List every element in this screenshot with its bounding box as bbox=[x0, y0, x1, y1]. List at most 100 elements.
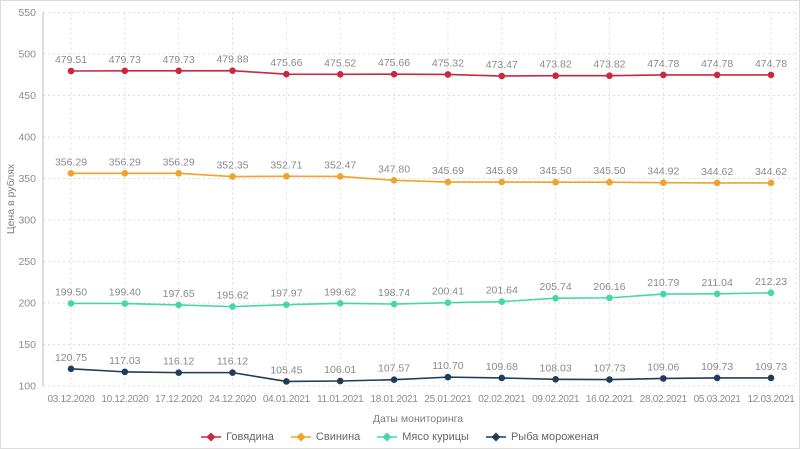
x-tick-label: 16.02.2021 bbox=[586, 394, 634, 405]
y-tick-label: 400 bbox=[18, 132, 36, 144]
legend-marker-chicken bbox=[377, 432, 398, 442]
data-point-pork bbox=[67, 169, 75, 177]
value-label-chicken: 199.50 bbox=[55, 286, 87, 298]
data-point-frozen-fish bbox=[390, 376, 398, 384]
value-label-beef: 474.78 bbox=[647, 58, 679, 70]
value-label-chicken: 200.41 bbox=[432, 286, 464, 298]
data-point-beef bbox=[336, 71, 344, 78]
value-label-frozen-fish: 109.73 bbox=[755, 361, 787, 373]
y-tick-label: 100 bbox=[18, 381, 36, 393]
data-point-pork bbox=[229, 173, 236, 180]
data-point-frozen-fish bbox=[713, 374, 721, 382]
value-label-frozen-fish: 106.01 bbox=[324, 364, 356, 376]
value-label-pork: 344.92 bbox=[647, 166, 679, 178]
y-tick-label: 200 bbox=[18, 298, 36, 310]
value-label-pork: 344.62 bbox=[755, 166, 787, 178]
value-label-frozen-fish: 117.03 bbox=[109, 355, 140, 367]
value-label-beef: 473.82 bbox=[593, 59, 625, 71]
y-tick-label: 300 bbox=[18, 215, 36, 227]
legend-item-frozen-fish[interactable]: Рыба мороженая bbox=[485, 431, 599, 443]
data-point-pork bbox=[390, 177, 398, 184]
data-point-pork bbox=[283, 172, 290, 180]
value-label-frozen-fish: 109.06 bbox=[647, 361, 679, 373]
data-point-beef bbox=[175, 67, 182, 75]
data-point-beef bbox=[229, 67, 236, 74]
legend-marker-frozen-fish bbox=[485, 432, 506, 442]
data-point-pork bbox=[444, 178, 452, 186]
data-point-beef bbox=[498, 72, 506, 80]
value-label-chicken: 205.74 bbox=[540, 281, 572, 293]
series-line-chicken bbox=[70, 292, 772, 308]
value-label-pork: 352.71 bbox=[270, 159, 302, 171]
x-tick-label: 09.02.2021 bbox=[532, 394, 580, 405]
data-point-chicken bbox=[283, 301, 290, 308]
value-label-frozen-fish: 108.03 bbox=[540, 362, 572, 374]
data-point-chicken bbox=[606, 294, 613, 302]
x-tick-label: 02.02.2021 bbox=[478, 394, 526, 405]
data-point-frozen-fish bbox=[606, 376, 613, 383]
x-axis-title: Даты мониторинга bbox=[372, 413, 464, 425]
value-label-frozen-fish: 116.12 bbox=[163, 356, 194, 368]
legend-item-pork[interactable]: Свинина bbox=[290, 431, 361, 443]
data-point-frozen-fish bbox=[444, 373, 452, 381]
value-label-chicken: 201.64 bbox=[486, 285, 518, 297]
legend-item-beef[interactable]: Говядина bbox=[201, 431, 274, 443]
data-point-beef bbox=[283, 70, 290, 78]
legend-item-chicken[interactable]: Мясо курицы bbox=[377, 431, 469, 443]
data-point-frozen-fish bbox=[229, 369, 236, 376]
x-tick-label: 05.03.2021 bbox=[694, 394, 742, 405]
data-point-beef bbox=[713, 71, 721, 79]
value-label-frozen-fish: 107.57 bbox=[378, 363, 410, 375]
data-point-beef bbox=[660, 71, 667, 79]
x-tick-label: 10.12.2020 bbox=[101, 394, 149, 405]
value-label-beef: 479.73 bbox=[163, 54, 195, 66]
y-tick-label: 500 bbox=[18, 49, 36, 61]
value-label-chicken: 206.16 bbox=[593, 281, 625, 293]
data-point-pork bbox=[175, 169, 182, 177]
value-label-chicken: 197.97 bbox=[270, 288, 302, 300]
data-point-pork bbox=[498, 178, 506, 186]
data-point-chicken bbox=[660, 290, 667, 298]
data-point-pork bbox=[336, 173, 344, 180]
value-label-beef: 475.32 bbox=[432, 57, 464, 69]
value-label-frozen-fish: 109.68 bbox=[486, 361, 518, 373]
data-point-pork bbox=[660, 179, 667, 187]
data-point-chicken bbox=[229, 303, 236, 310]
y-axis-title: Цена в рублях bbox=[5, 163, 17, 235]
data-point-frozen-fish bbox=[283, 378, 290, 385]
data-point-pork bbox=[606, 178, 613, 186]
series-line-frozen-fish bbox=[70, 367, 771, 383]
value-label-pork: 356.29 bbox=[109, 156, 141, 168]
y-tick-label: 150 bbox=[18, 339, 36, 351]
x-tick-label: 12.03.2021 bbox=[747, 394, 795, 405]
value-label-pork: 345.69 bbox=[486, 165, 518, 177]
data-point-chicken bbox=[67, 300, 75, 307]
data-point-frozen-fish bbox=[336, 377, 344, 385]
x-tick-label: 04.01.2021 bbox=[263, 394, 311, 405]
data-point-frozen-fish bbox=[175, 369, 182, 376]
value-label-frozen-fish: 116.12 bbox=[217, 356, 248, 368]
data-point-beef bbox=[444, 71, 452, 78]
data-point-beef bbox=[552, 72, 559, 80]
data-point-chicken bbox=[390, 300, 398, 308]
value-label-beef: 475.52 bbox=[324, 57, 356, 69]
value-label-beef: 474.78 bbox=[755, 58, 787, 70]
value-label-chicken: 199.40 bbox=[109, 286, 141, 298]
data-point-frozen-fish bbox=[767, 374, 775, 382]
data-point-beef bbox=[67, 67, 75, 75]
value-label-pork: 344.62 bbox=[701, 166, 733, 178]
value-label-chicken: 211.04 bbox=[701, 277, 732, 289]
data-point-chicken bbox=[336, 300, 344, 307]
data-point-chicken bbox=[498, 298, 506, 305]
data-point-pork bbox=[767, 179, 775, 187]
legend-label-pork: Свинина bbox=[315, 431, 361, 443]
data-point-pork bbox=[121, 169, 129, 177]
x-tick-label: 24.12.2020 bbox=[209, 394, 257, 405]
value-label-pork: 345.50 bbox=[593, 165, 625, 177]
data-point-frozen-fish bbox=[552, 376, 559, 383]
legend-marker-pork bbox=[290, 432, 311, 442]
data-point-beef bbox=[606, 72, 613, 80]
value-label-chicken: 199.62 bbox=[324, 286, 356, 298]
value-label-beef: 475.66 bbox=[270, 57, 302, 69]
